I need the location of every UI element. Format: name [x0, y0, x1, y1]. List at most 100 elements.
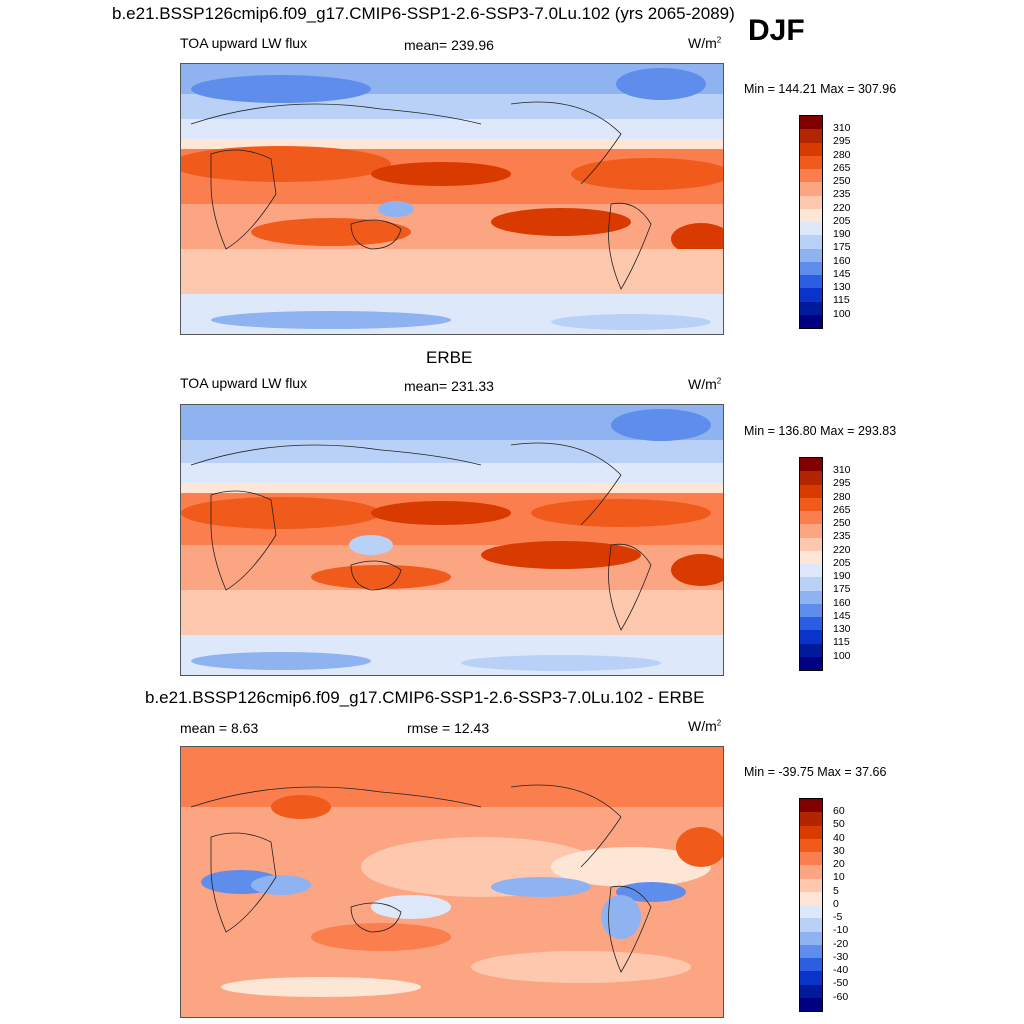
colorbar-tick-label: 115 [833, 636, 850, 649]
panel3-units: W/m2 [688, 718, 722, 734]
colorbar-tick-label: 30 [833, 844, 845, 857]
colorbar-swatch [800, 550, 822, 564]
colorbar-swatch [800, 603, 822, 617]
colorbar-tick-label: 160 [833, 596, 851, 609]
colorbar-tick-label: 115 [833, 294, 850, 307]
colorbar-tick-label: 265 [833, 161, 851, 174]
colorbar-tick-label: 250 [833, 517, 851, 529]
colorbar-swatch [800, 116, 822, 130]
colorbar-tick-label: 190 [833, 228, 851, 240]
colorbar-swatch [800, 301, 822, 315]
panel3-title: b.e21.BSSP126cmip6.f09_g17.CMIP6-SSP1-2.… [145, 688, 705, 707]
panel1-units: W/m2 [688, 35, 722, 51]
panel1-minmax: Min = 144.21 Max = 307.96 [744, 82, 897, 96]
colorbar-tick-label: 40 [833, 831, 845, 844]
colorbar-tick-label: 50 [833, 818, 845, 831]
colorbar-swatch [800, 275, 822, 289]
panel1-map [180, 63, 724, 335]
colorbar-swatch [800, 208, 822, 222]
colorbar-tick-label: 60 [833, 805, 845, 817]
colorbar-swatch [800, 997, 822, 1011]
colorbar-tick-label: 160 [833, 254, 851, 267]
colorbar-swatch [800, 484, 822, 498]
colorbar-tick-label: 0 [833, 897, 839, 910]
colorbar-tick-label: 175 [833, 241, 851, 254]
colorbar-swatch [800, 182, 822, 196]
colorbar-swatch [800, 643, 822, 657]
colorbar-swatch [800, 852, 822, 866]
colorbar-tick-label: -50 [833, 977, 849, 990]
colorbar-swatch [800, 630, 822, 644]
colorbar-tick-label: 10 [833, 871, 845, 884]
colorbar-tick-label: 5 [833, 884, 839, 897]
colorbar-tick-label: 130 [833, 623, 851, 635]
colorbar-swatch [800, 458, 822, 472]
panel2-variable: TOA upward LW flux [180, 375, 308, 391]
colorbar-swatch [800, 261, 822, 275]
colorbar-swatch [800, 918, 822, 932]
colorbar-swatch [800, 248, 822, 262]
colorbar-tick-label: 250 [833, 175, 851, 187]
colorbar-tick-label: -20 [833, 937, 849, 950]
colorbar-swatch [800, 590, 822, 604]
colorbar-swatch [800, 524, 822, 538]
run-title: b.e21.BSSP126cmip6.f09_g17.CMIP6-SSP1-2.… [112, 4, 735, 23]
colorbar-tick-label: 175 [833, 583, 851, 596]
panel3-minmax: Min = -39.75 Max = 37.66 [744, 765, 887, 779]
colorbar-swatch [800, 984, 822, 998]
colorbar-swatch [800, 155, 822, 169]
colorbar-swatch [800, 944, 822, 958]
panel1-colorbar [799, 115, 823, 329]
colorbar-swatch [800, 825, 822, 839]
colorbar-swatch [800, 288, 822, 302]
panel2-colorbar [799, 457, 823, 671]
colorbar-swatch [800, 142, 822, 156]
panel2-units: W/m2 [688, 376, 722, 392]
colorbar-swatch [800, 314, 822, 328]
colorbar-tick-label: 130 [833, 281, 851, 293]
colorbar-tick-label: 145 [833, 609, 851, 622]
colorbar-swatch [800, 656, 822, 670]
colorbar-swatch [800, 497, 822, 511]
colorbar-swatch [800, 195, 822, 209]
colorbar-swatch [800, 971, 822, 985]
colorbar-swatch [800, 878, 822, 892]
colorbar-tick-label: -40 [833, 964, 849, 976]
panel2-minmax: Min = 136.80 Max = 293.83 [744, 424, 897, 438]
colorbar-swatch [800, 905, 822, 919]
panel2-mean: mean= 231.33 [404, 378, 494, 394]
colorbar-tick-label: 280 [833, 148, 851, 161]
colorbar-swatch [800, 891, 822, 905]
colorbar-tick-label: 100 [833, 307, 851, 320]
panel3-rmse: rmse = 12.43 [407, 720, 490, 736]
colorbar-tick-label: 235 [833, 188, 851, 201]
colorbar-tick-label: 310 [833, 464, 851, 476]
colorbar-tick-label: 145 [833, 267, 851, 280]
panel3-map [180, 746, 724, 1018]
colorbar-tick-label: 205 [833, 214, 851, 227]
panel1-mean: mean= 239.96 [404, 37, 494, 53]
colorbar-tick-label: 295 [833, 477, 851, 490]
colorbar-swatch [800, 471, 822, 485]
colorbar-swatch [800, 564, 822, 578]
colorbar-tick-label: 190 [833, 570, 851, 582]
panel3-mean: mean = 8.63 [180, 720, 259, 736]
colorbar-tick-label: 295 [833, 135, 851, 148]
panel2-title: ERBE [426, 348, 473, 367]
panel1-variable: TOA upward LW flux [180, 35, 308, 51]
colorbar-swatch [800, 931, 822, 945]
colorbar-tick-label: 220 [833, 201, 851, 214]
panel3-colorbar [799, 798, 823, 1012]
colorbar-swatch [800, 129, 822, 143]
colorbar-swatch [800, 577, 822, 591]
colorbar-tick-label: 235 [833, 530, 851, 543]
colorbar-swatch [800, 865, 822, 879]
colorbar-tick-label: 280 [833, 490, 851, 503]
colorbar-swatch [800, 511, 822, 525]
colorbar-tick-label: 205 [833, 556, 851, 569]
colorbar-tick-label: 220 [833, 543, 851, 556]
colorbar-swatch [800, 617, 822, 631]
panel2-map [180, 404, 724, 676]
colorbar-swatch [800, 222, 822, 236]
colorbar-tick-label: -5 [833, 911, 843, 923]
